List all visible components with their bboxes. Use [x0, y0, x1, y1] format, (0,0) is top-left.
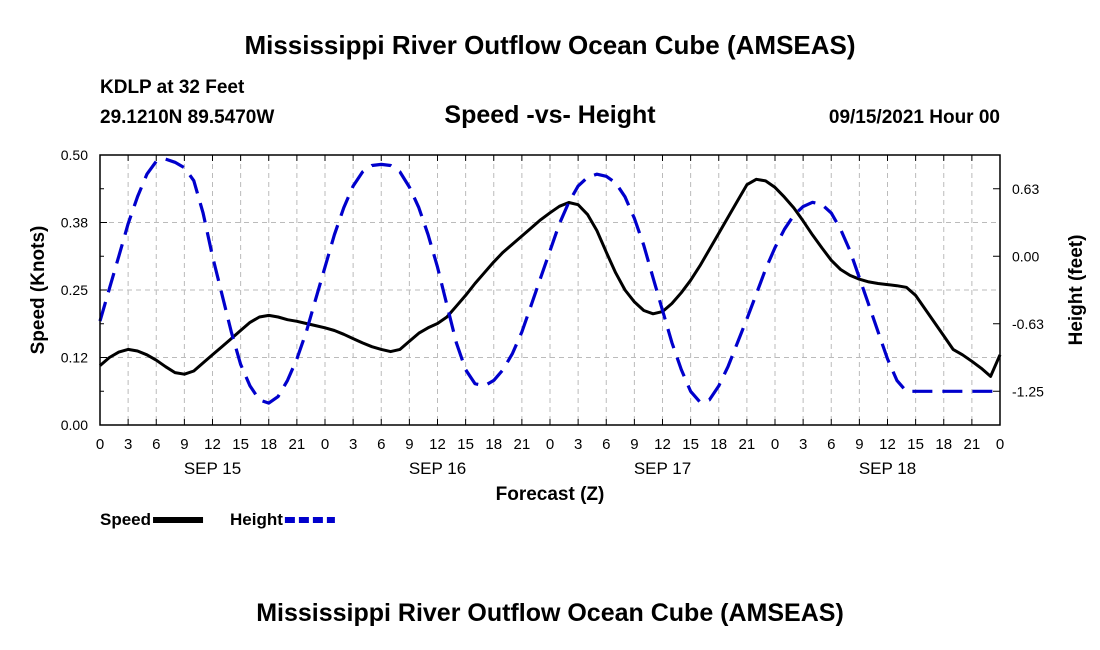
- y-left-tick-label: 0.50: [61, 147, 88, 163]
- x-tick-label: 6: [377, 436, 385, 453]
- station-coords: 29.1210N 89.5470W: [100, 107, 275, 128]
- x-tick-label: 9: [855, 436, 863, 453]
- day-label: SEP 15: [184, 459, 241, 478]
- day-label: SEP 16: [409, 459, 466, 478]
- x-tick-label: 18: [485, 436, 502, 453]
- chart-title-bottom: Mississippi River Outflow Ocean Cube (AM…: [256, 599, 844, 627]
- x-tick-label: 12: [879, 436, 896, 453]
- x-axis-ticks: 0 3 6 9 12 15 18 21 0 3 6 9 12 15 18 21 0 3 6 9 12 15 18 21 0 3 6 9…: [96, 155, 1004, 478]
- x-tick-label: 18: [710, 436, 727, 453]
- y-right-tick-label: 0.63: [1012, 181, 1039, 197]
- x-tick-label: 3: [124, 436, 132, 453]
- x-tick-label: 15: [457, 436, 474, 453]
- x-tick-label: 6: [152, 436, 160, 453]
- x-tick-label: 15: [682, 436, 699, 453]
- x-tick-label: 12: [429, 436, 446, 453]
- x-tick-label: 0: [96, 436, 104, 453]
- x-tick-label: 21: [739, 436, 756, 453]
- x-tick-label: 6: [602, 436, 610, 453]
- day-label: SEP 17: [634, 459, 691, 478]
- legend-label-height: Height: [230, 510, 283, 529]
- forecast-date: 09/15/2021 Hour 00: [828, 107, 1000, 128]
- x-tick-label: 18: [935, 436, 952, 453]
- x-tick-label: 6: [827, 436, 835, 453]
- y-axis-right-label: Height (feet): [1066, 235, 1087, 346]
- x-tick-label: 0: [546, 436, 554, 453]
- y-right-tick-label: -0.63: [1012, 316, 1044, 332]
- x-axis-label: Forecast (Z): [496, 484, 605, 505]
- chart-legend: Speed Height: [100, 510, 335, 529]
- y-right-tick-label: -1.25: [1012, 383, 1044, 399]
- x-tick-label: 21: [964, 436, 981, 453]
- x-tick-label: 12: [654, 436, 671, 453]
- x-tick-label: 9: [630, 436, 638, 453]
- series-line-speed: [99, 177, 1002, 378]
- x-tick-label: 21: [514, 436, 531, 453]
- y-right-tick-label: 0.00: [1012, 248, 1039, 264]
- day-label: SEP 18: [859, 459, 916, 478]
- y-left-tick-label: 0.38: [61, 215, 88, 231]
- x-tick-label: 9: [405, 436, 413, 453]
- chart-title-top: Mississippi River Outflow Ocean Cube (AM…: [244, 30, 856, 60]
- x-tick-label: 15: [232, 436, 249, 453]
- y-left-tick-label: 0.25: [61, 282, 88, 298]
- y-left-tick-label: 0.00: [61, 417, 88, 433]
- x-tick-label: 3: [799, 436, 807, 453]
- x-tick-label: 0: [771, 436, 779, 453]
- chart-subtitle: Speed -vs- Height: [444, 101, 656, 129]
- x-tick-label: 0: [996, 436, 1004, 453]
- x-tick-label: 15: [907, 436, 924, 453]
- series-line-height: [98, 157, 1000, 405]
- x-tick-label: 3: [349, 436, 357, 453]
- chart-series: [98, 157, 1002, 405]
- x-tick-label: 18: [260, 436, 277, 453]
- x-tick-label: 3: [574, 436, 582, 453]
- y-axis-ticks: 0.00 0.12 0.25 0.38 0.50 0.63 0.00 -0.63 -1.25: [61, 147, 1044, 433]
- y-axis-left-label: Speed (Knots): [28, 226, 49, 355]
- y-left-tick-label: 0.12: [61, 350, 88, 366]
- x-tick-label: 12: [204, 436, 221, 453]
- station-name: KDLP at 32 Feet: [100, 77, 245, 98]
- x-tick-label: 21: [289, 436, 306, 453]
- legend-label-speed: Speed: [100, 510, 151, 529]
- chart-grid: [100, 155, 1000, 425]
- x-tick-label: 0: [321, 436, 329, 453]
- x-tick-label: 9: [180, 436, 188, 453]
